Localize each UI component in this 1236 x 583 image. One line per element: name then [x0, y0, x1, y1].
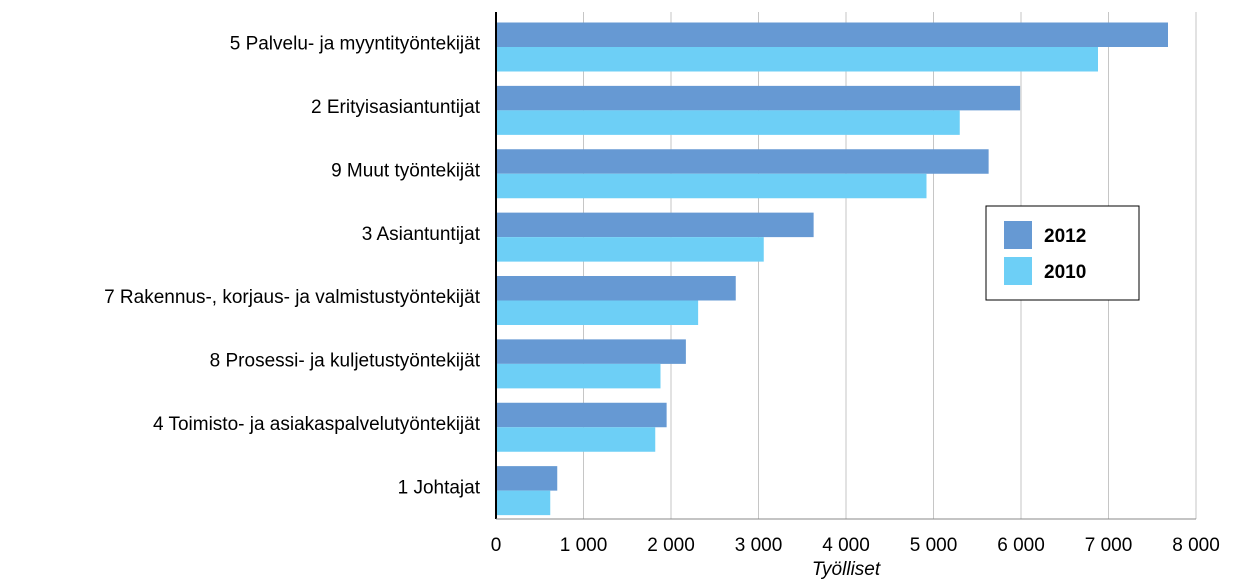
axes [495, 12, 1196, 520]
x-tick-label: 6 000 [997, 535, 1045, 556]
bar-2010-2 [496, 110, 960, 135]
x-tick-label: 3 000 [735, 535, 783, 556]
x-tick-label: 8 000 [1172, 535, 1220, 556]
bar-2012-5 [496, 276, 736, 301]
bar-2010-8 [496, 490, 551, 516]
bar-2012-6 [496, 339, 686, 364]
legend-label-2010: 2010 [1044, 262, 1086, 283]
category-label: 2 Erityisasiantuntijat [311, 97, 481, 118]
bar-2010-5 [496, 300, 699, 325]
bar-2010-4 [496, 237, 764, 262]
bar-2012-4 [496, 212, 814, 238]
legend-box [985, 205, 1140, 301]
bar-2010-1 [496, 47, 1098, 72]
category-labels: 5 Palvelu- ja myyntityöntekijät 2 Erityis… [104, 34, 481, 499]
category-label: 7 Rakennus-, korjaus- ja valmistustyönte… [104, 287, 481, 308]
x-tick-label: 1 000 [560, 535, 608, 556]
bar-2010-3 [496, 173, 927, 199]
bars [496, 22, 1168, 516]
x-tick-label: 0 [491, 535, 502, 556]
bar-2012-2 [496, 85, 1021, 111]
legend-swatch-2012 [1004, 221, 1032, 249]
category-label: 4 Toimisto- ja asiakaspalvelutyöntekijät [153, 414, 481, 435]
category-label: 3 Asiantuntijat [362, 224, 481, 245]
legend-label-2012: 2012 [1044, 226, 1086, 247]
x-tick-label: 4 000 [822, 535, 870, 556]
tick-labels: 0 1 000 2 000 3 000 4 000 5 000 6 000 7 000 8 00… [491, 535, 1220, 556]
category-label: 9 Muut työntekijät [331, 160, 481, 181]
bar-2012-7 [496, 402, 667, 428]
bar-2012-1 [496, 22, 1168, 47]
legend-swatch-2010 [1004, 257, 1032, 285]
bar-2012-3 [496, 149, 989, 174]
category-label: 5 Palvelu- ja myyntityöntekijät [230, 34, 481, 55]
x-axis-title: Työlliset [812, 559, 881, 580]
category-label: 1 Johtajat [398, 477, 481, 498]
x-tick-label: 5 000 [910, 535, 958, 556]
bar-2010-7 [496, 427, 656, 452]
bar-2010-6 [496, 363, 661, 389]
x-tick-label: 2 000 [647, 535, 695, 556]
legend: 2012 2010 [985, 205, 1140, 301]
bar-2012-8 [496, 466, 558, 491]
category-label: 8 Prosessi- ja kuljetustyöntekijät [210, 351, 481, 372]
x-tick-label: 7 000 [1085, 535, 1133, 556]
